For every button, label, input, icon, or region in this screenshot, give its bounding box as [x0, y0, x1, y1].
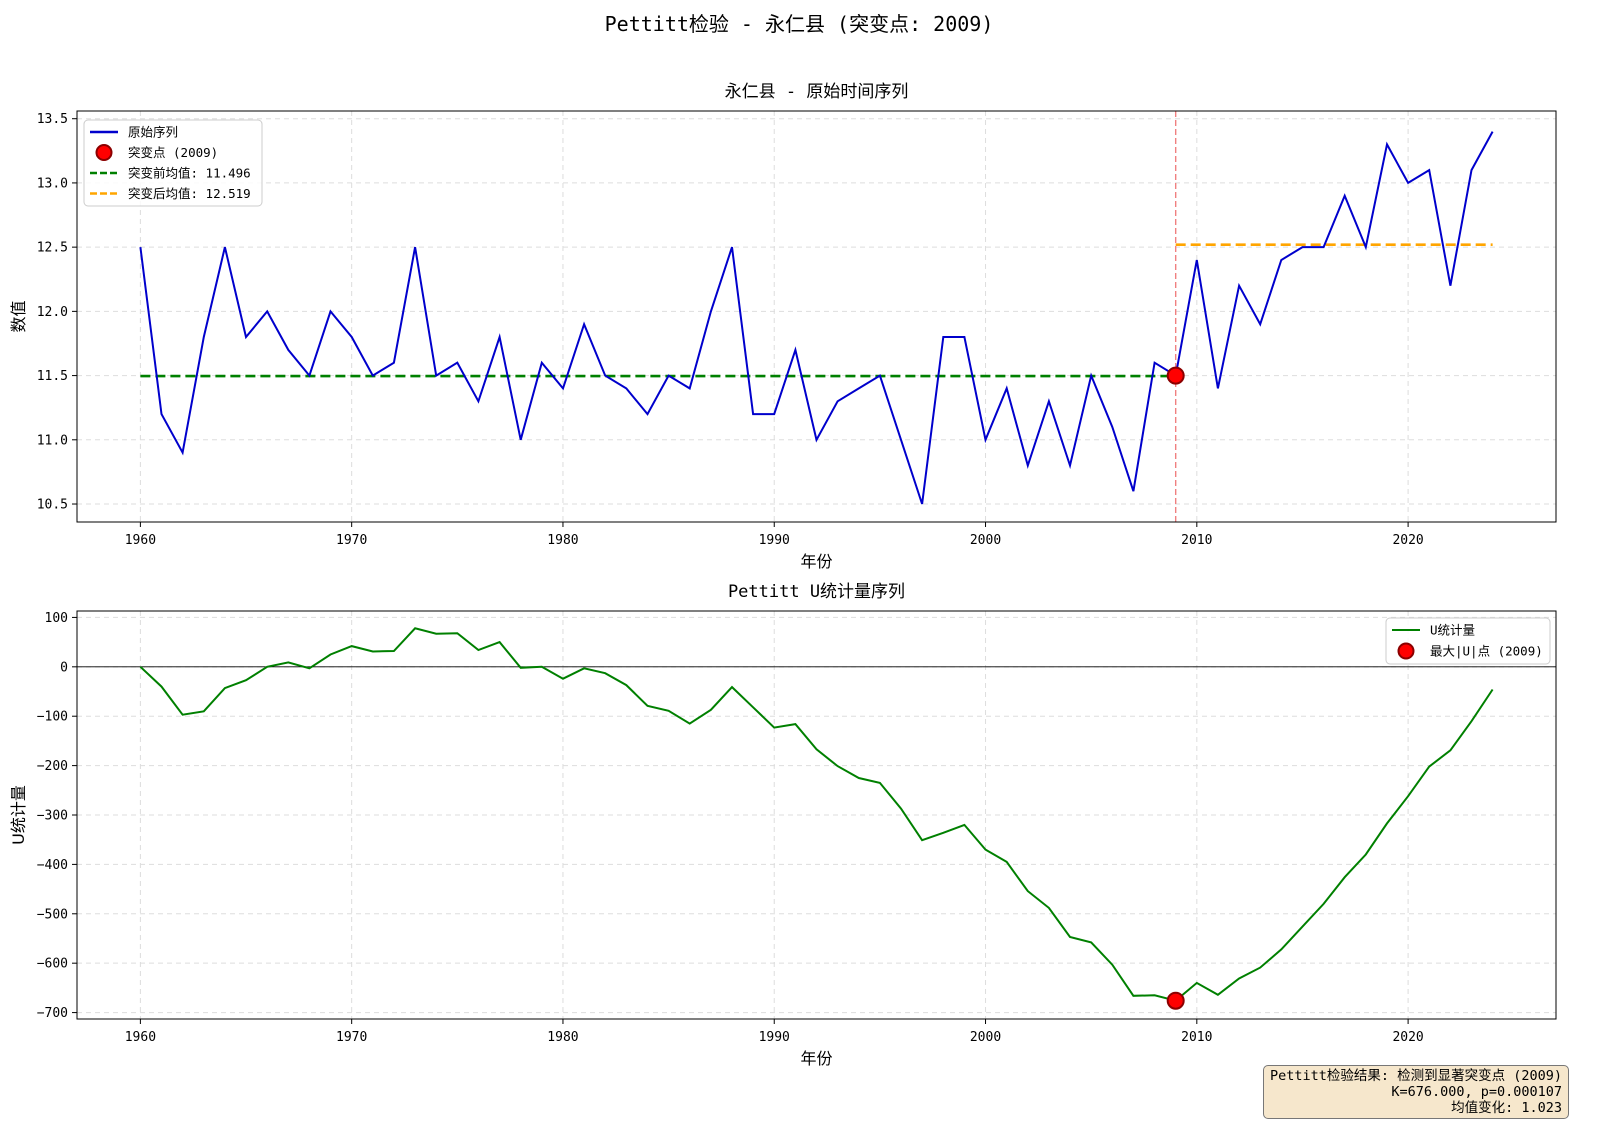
- x-axis-label: 年份: [800, 552, 832, 571]
- x-axis-label: 年份: [800, 1049, 832, 1068]
- x-tick-label: 2020: [1392, 533, 1423, 548]
- y-tick-label: 13.0: [37, 176, 68, 191]
- legend-box: [83, 119, 263, 207]
- axes-frame: [76, 110, 1557, 523]
- legend-label: 最大|U|点 (2009): [1430, 644, 1543, 659]
- x-tick-label: 1970: [336, 1030, 367, 1045]
- y-tick-label: −100: [37, 710, 68, 725]
- result-line-2: K=676.000, p=0.000107: [1391, 1084, 1562, 1100]
- legend-label: U统计量: [1430, 623, 1475, 638]
- y-tick-label: 12.5: [37, 241, 68, 256]
- x-tick-label: 2000: [970, 1030, 1001, 1045]
- chart-title: 永仁县 - 原始时间序列: [725, 82, 909, 102]
- y-tick-label: 0: [60, 660, 68, 675]
- legend-label: 原始序列: [128, 125, 178, 140]
- figure-title: Pettitt检验 - 永仁县 (突变点: 2009): [604, 12, 994, 36]
- y-tick-label: −200: [37, 759, 68, 774]
- y-axis-label: 数值: [9, 300, 28, 332]
- x-tick-label: 1980: [547, 533, 578, 548]
- legend-label: 突变后均值: 12.519: [128, 186, 251, 201]
- x-tick-label: 2010: [1181, 1030, 1212, 1045]
- y-tick-label: 12.0: [37, 305, 68, 320]
- x-tick-label: 1970: [336, 533, 367, 548]
- y-tick-label: −700: [37, 1006, 68, 1021]
- x-tick-label: 2020: [1392, 1030, 1423, 1045]
- y-tick-label: 11.0: [37, 433, 68, 448]
- legend-label: 突变前均值: 11.496: [128, 166, 251, 181]
- y-tick-label: 13.5: [37, 112, 68, 127]
- chart-title: Pettitt U统计量序列: [728, 582, 905, 602]
- chart-panel-original-series: 1960 1970 1980 1990 2000 2010 2020 10.5 11.0 11.5…: [9, 82, 1557, 571]
- x-tick-label: 1980: [547, 1030, 578, 1045]
- y-tick-label: 11.5: [37, 369, 68, 384]
- change-point-marker: [1166, 366, 1185, 385]
- chart-panel-u-statistic: 1960 1970 1980 1990 2000 2010 2020 100 0 −100 −200…: [9, 582, 1557, 1068]
- result-line-3: 均值变化: 1.023: [1451, 1100, 1562, 1116]
- x-tick-label: 1960: [125, 533, 156, 548]
- y-tick-label: 10.5: [37, 498, 68, 513]
- result-line-1: Pettitt检验结果: 检测到显著突变点 (2009): [1269, 1068, 1562, 1084]
- legend-box: [1385, 617, 1551, 665]
- legend-swatch: [1397, 642, 1415, 660]
- x-tick-label: 1990: [759, 533, 790, 548]
- result-annotation-box: Pettitt检验结果: 检测到显著突变点 (2009) K=676.000, …: [1262, 1065, 1569, 1119]
- y-tick-label: −400: [37, 858, 68, 873]
- max-u-point-marker: [1166, 991, 1185, 1010]
- y-tick-label: −500: [37, 907, 68, 922]
- legend-swatch: [95, 144, 113, 161]
- y-tick-label: 100: [45, 611, 68, 626]
- x-tick-label: 2010: [1181, 533, 1212, 548]
- y-axis-label: U统计量: [9, 785, 28, 845]
- x-tick-label: 1960: [125, 1030, 156, 1045]
- axes-frame: [76, 610, 1557, 1020]
- legend-label: 突变点 (2009): [128, 145, 218, 160]
- series-line-u-statistic: [139, 627, 1494, 1002]
- x-tick-label: 2000: [970, 533, 1001, 548]
- x-tick-label: 1990: [759, 1030, 790, 1045]
- series-line-original: [139, 131, 1494, 505]
- y-tick-label: −600: [37, 957, 68, 972]
- y-tick-label: −300: [37, 809, 68, 824]
